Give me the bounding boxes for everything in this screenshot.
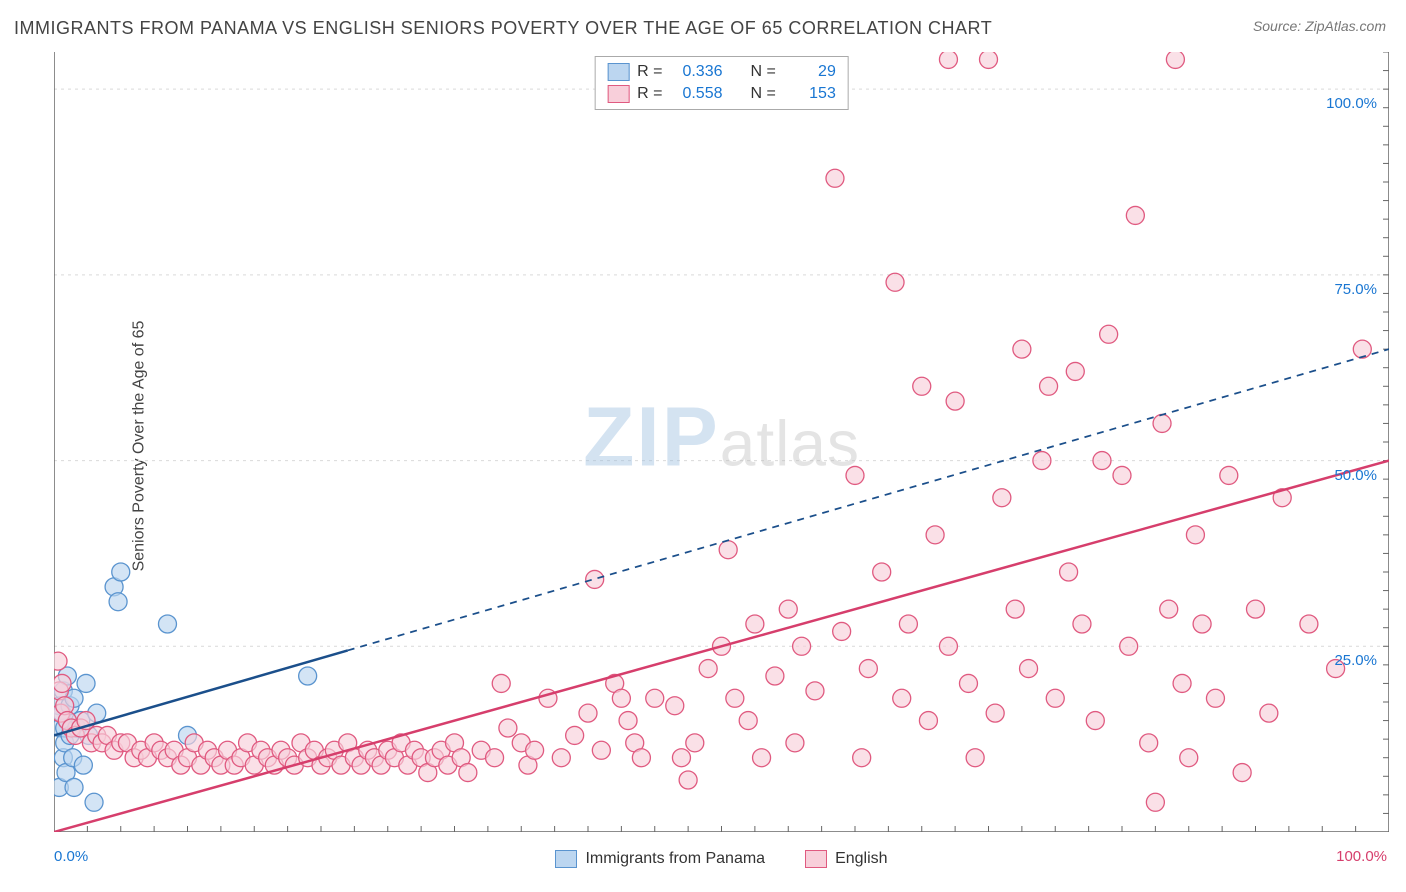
legend-row-panama: R = 0.336 N = 29 bbox=[607, 61, 836, 83]
r-label-panama: R = bbox=[637, 63, 662, 81]
swatch-english bbox=[607, 85, 629, 103]
legend-bottom: Immigrants from Panama English bbox=[54, 850, 1389, 868]
r-label-english: R = bbox=[637, 85, 662, 103]
n-value-english: 153 bbox=[784, 85, 836, 103]
chart-container: IMMIGRANTS FROM PANAMA VS ENGLISH SENIOR… bbox=[0, 0, 1406, 892]
source-prefix: Source: bbox=[1253, 18, 1305, 34]
legend-stats: R = 0.336 N = 29 R = 0.558 N = 153 bbox=[594, 56, 849, 110]
plot-area: ZIP atlas R = 0.336 N = 29 R = 0.558 N =… bbox=[54, 52, 1389, 832]
chart-title: IMMIGRANTS FROM PANAMA VS ENGLISH SENIOR… bbox=[14, 18, 992, 39]
legend-row-english: R = 0.558 N = 153 bbox=[607, 83, 836, 105]
swatch-english-bottom bbox=[805, 850, 827, 868]
legend-label-english: English bbox=[835, 850, 887, 868]
r-value-english: 0.558 bbox=[671, 85, 723, 103]
legend-label-panama: Immigrants from Panama bbox=[585, 850, 765, 868]
n-label-panama: N = bbox=[751, 63, 776, 81]
legend-item-english: English bbox=[805, 850, 887, 868]
scatter-svg bbox=[54, 52, 1389, 832]
legend-item-panama: Immigrants from Panama bbox=[555, 850, 765, 868]
y-axis-label-50: 50.0% bbox=[1334, 467, 1377, 484]
source-attribution: Source: ZipAtlas.com bbox=[1253, 18, 1386, 34]
source-value: ZipAtlas.com bbox=[1305, 18, 1386, 34]
y-axis-label-75: 75.0% bbox=[1334, 281, 1377, 298]
swatch-panama bbox=[607, 63, 629, 81]
y-axis-label-25: 25.0% bbox=[1334, 652, 1377, 669]
swatch-panama-bottom bbox=[555, 850, 577, 868]
n-value-panama: 29 bbox=[784, 63, 836, 81]
y-axis-label-100: 100.0% bbox=[1326, 95, 1377, 112]
r-value-panama: 0.336 bbox=[671, 63, 723, 81]
n-label-english: N = bbox=[751, 85, 776, 103]
